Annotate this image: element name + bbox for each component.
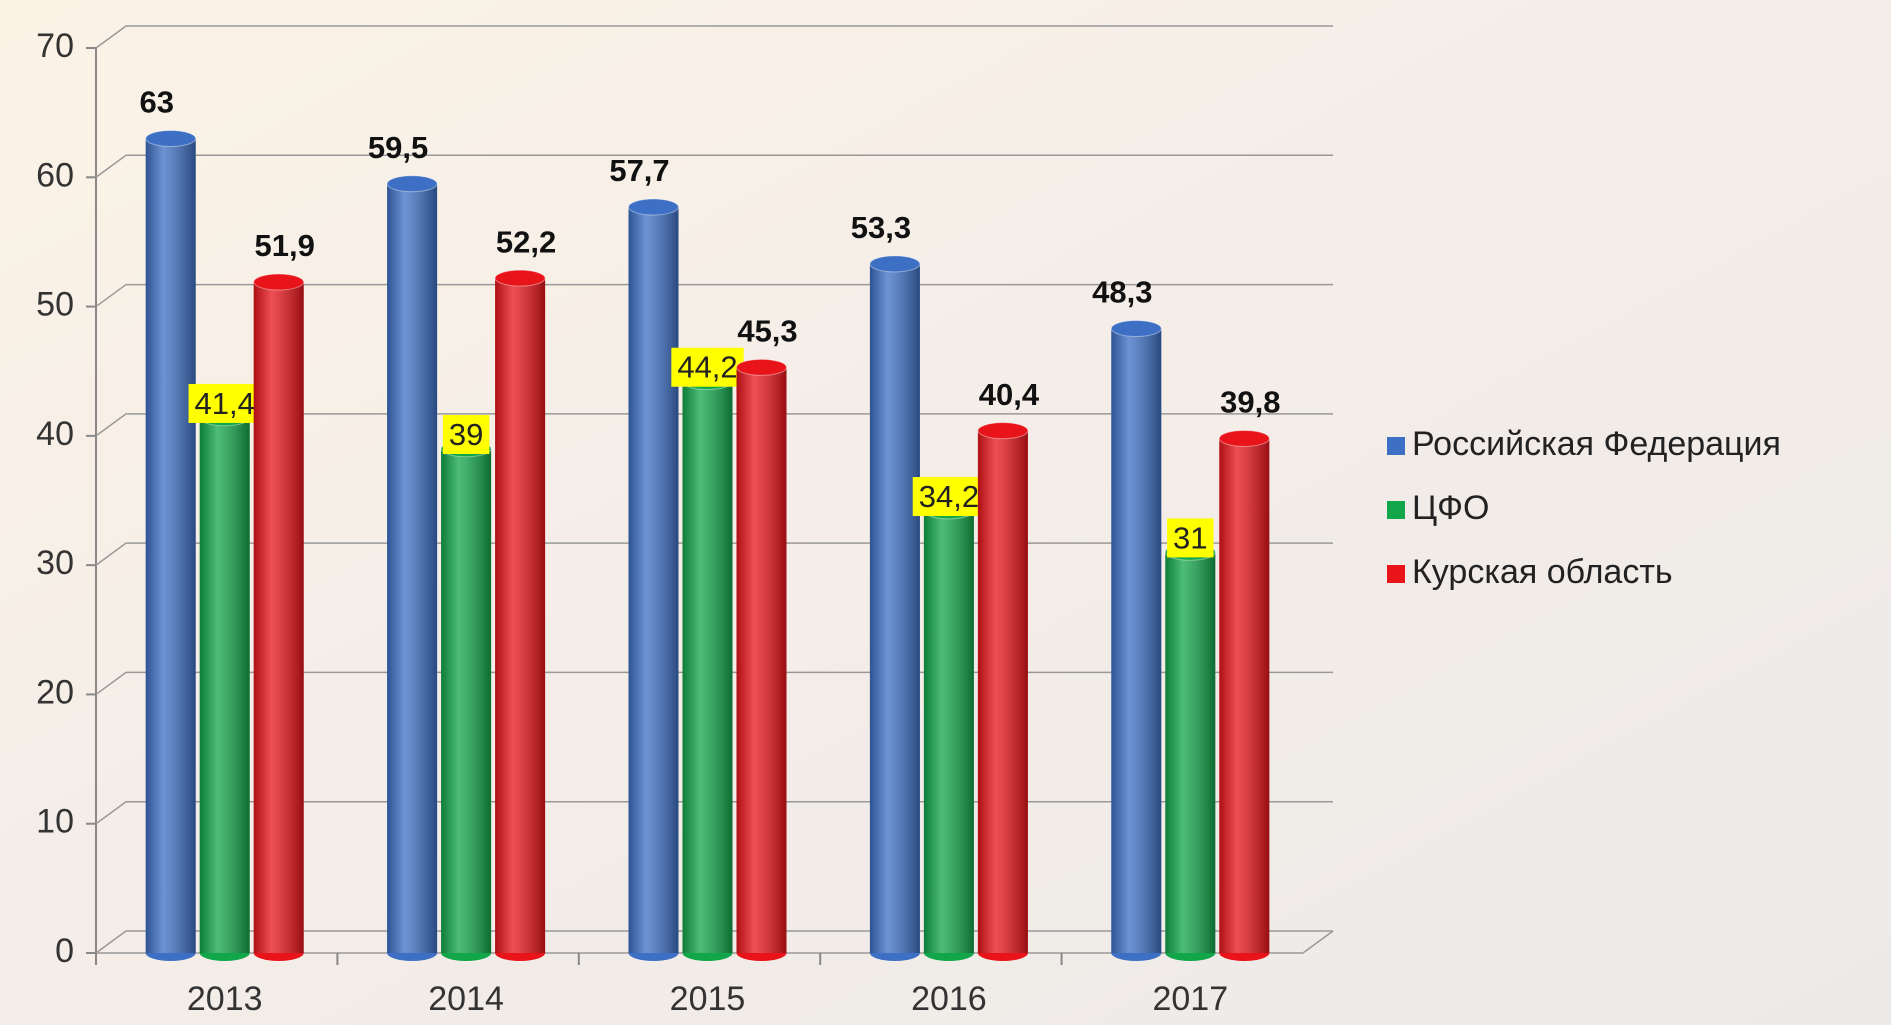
y-tick-label: 10 (36, 803, 74, 841)
value-label: 45,3 (737, 314, 797, 349)
value-label: 44,2 (677, 350, 737, 385)
y-tick-label: 20 (36, 673, 74, 711)
bar-shade (1165, 552, 1216, 953)
legend-swatch (1387, 437, 1405, 455)
legend-swatch (1387, 501, 1405, 519)
x-tick-label: 2016 (911, 980, 987, 1018)
bar-cap (494, 269, 546, 287)
grid-line (95, 154, 1333, 178)
bar-shade (736, 367, 787, 954)
bar-shade (1219, 438, 1270, 953)
bar-cap (1218, 429, 1270, 447)
value-label: 39 (449, 417, 483, 452)
value-label: 53,3 (851, 210, 911, 245)
bar-shade (977, 430, 1028, 954)
y-tick-label: 70 (36, 27, 74, 65)
y-tick-label: 0 (55, 932, 74, 970)
y-tick-label: 30 (36, 544, 74, 582)
value-label: 48,3 (1092, 275, 1152, 310)
bar-shade (199, 417, 250, 953)
value-label-box (442, 414, 490, 454)
value-label: 59,5 (368, 130, 428, 165)
legend-label: ЦФО (1412, 489, 1489, 527)
value-label: 34,2 (919, 479, 979, 514)
value-label-box (1167, 518, 1214, 558)
y-tick-label: 50 (36, 286, 74, 324)
value-label: 52,2 (496, 224, 556, 259)
x-tick-label: 2017 (1152, 980, 1228, 1018)
bar-cap (1110, 320, 1162, 338)
bar-cap (253, 273, 305, 291)
grid-line (95, 413, 1333, 437)
value-label-box (188, 383, 261, 423)
bar-shade (628, 207, 679, 953)
bar-cap (386, 175, 438, 193)
x-tick-label: 2014 (428, 980, 504, 1018)
bar-cap (869, 255, 921, 273)
value-label-box (912, 477, 986, 517)
value-label-box (671, 347, 744, 387)
bar-shade (869, 263, 920, 954)
bar-shade (253, 282, 304, 953)
bar-cap (977, 422, 1029, 440)
x-tick-label: 2013 (187, 980, 263, 1018)
x-tick-label: 2015 (670, 980, 746, 1018)
bar-shade (1111, 328, 1162, 953)
bar-shade (145, 138, 196, 953)
bar-shade (923, 510, 974, 953)
legend-label: Курская область (1412, 553, 1673, 591)
value-label: 40,4 (979, 377, 1040, 412)
value-label: 51,9 (255, 228, 315, 263)
bar-shade (441, 448, 492, 953)
y-tick-label: 40 (36, 415, 74, 453)
value-label: 41,4 (195, 386, 255, 421)
bar-cap (736, 358, 787, 376)
legend-swatch (1387, 565, 1405, 583)
value-label: 57,7 (609, 153, 669, 188)
bar-shade (387, 183, 438, 953)
value-label: 39,8 (1220, 385, 1280, 420)
bar-shade (682, 381, 733, 953)
legend-label: Российская Федерация (1412, 425, 1781, 463)
value-label: 31 (1173, 520, 1207, 555)
y-tick-label: 60 (36, 156, 74, 194)
bar-cap (628, 198, 679, 216)
grid-line (95, 25, 1333, 49)
bar-shade (495, 278, 546, 954)
bar-cap (145, 130, 197, 147)
grid-line (95, 283, 1333, 308)
value-label: 63 (139, 85, 173, 120)
